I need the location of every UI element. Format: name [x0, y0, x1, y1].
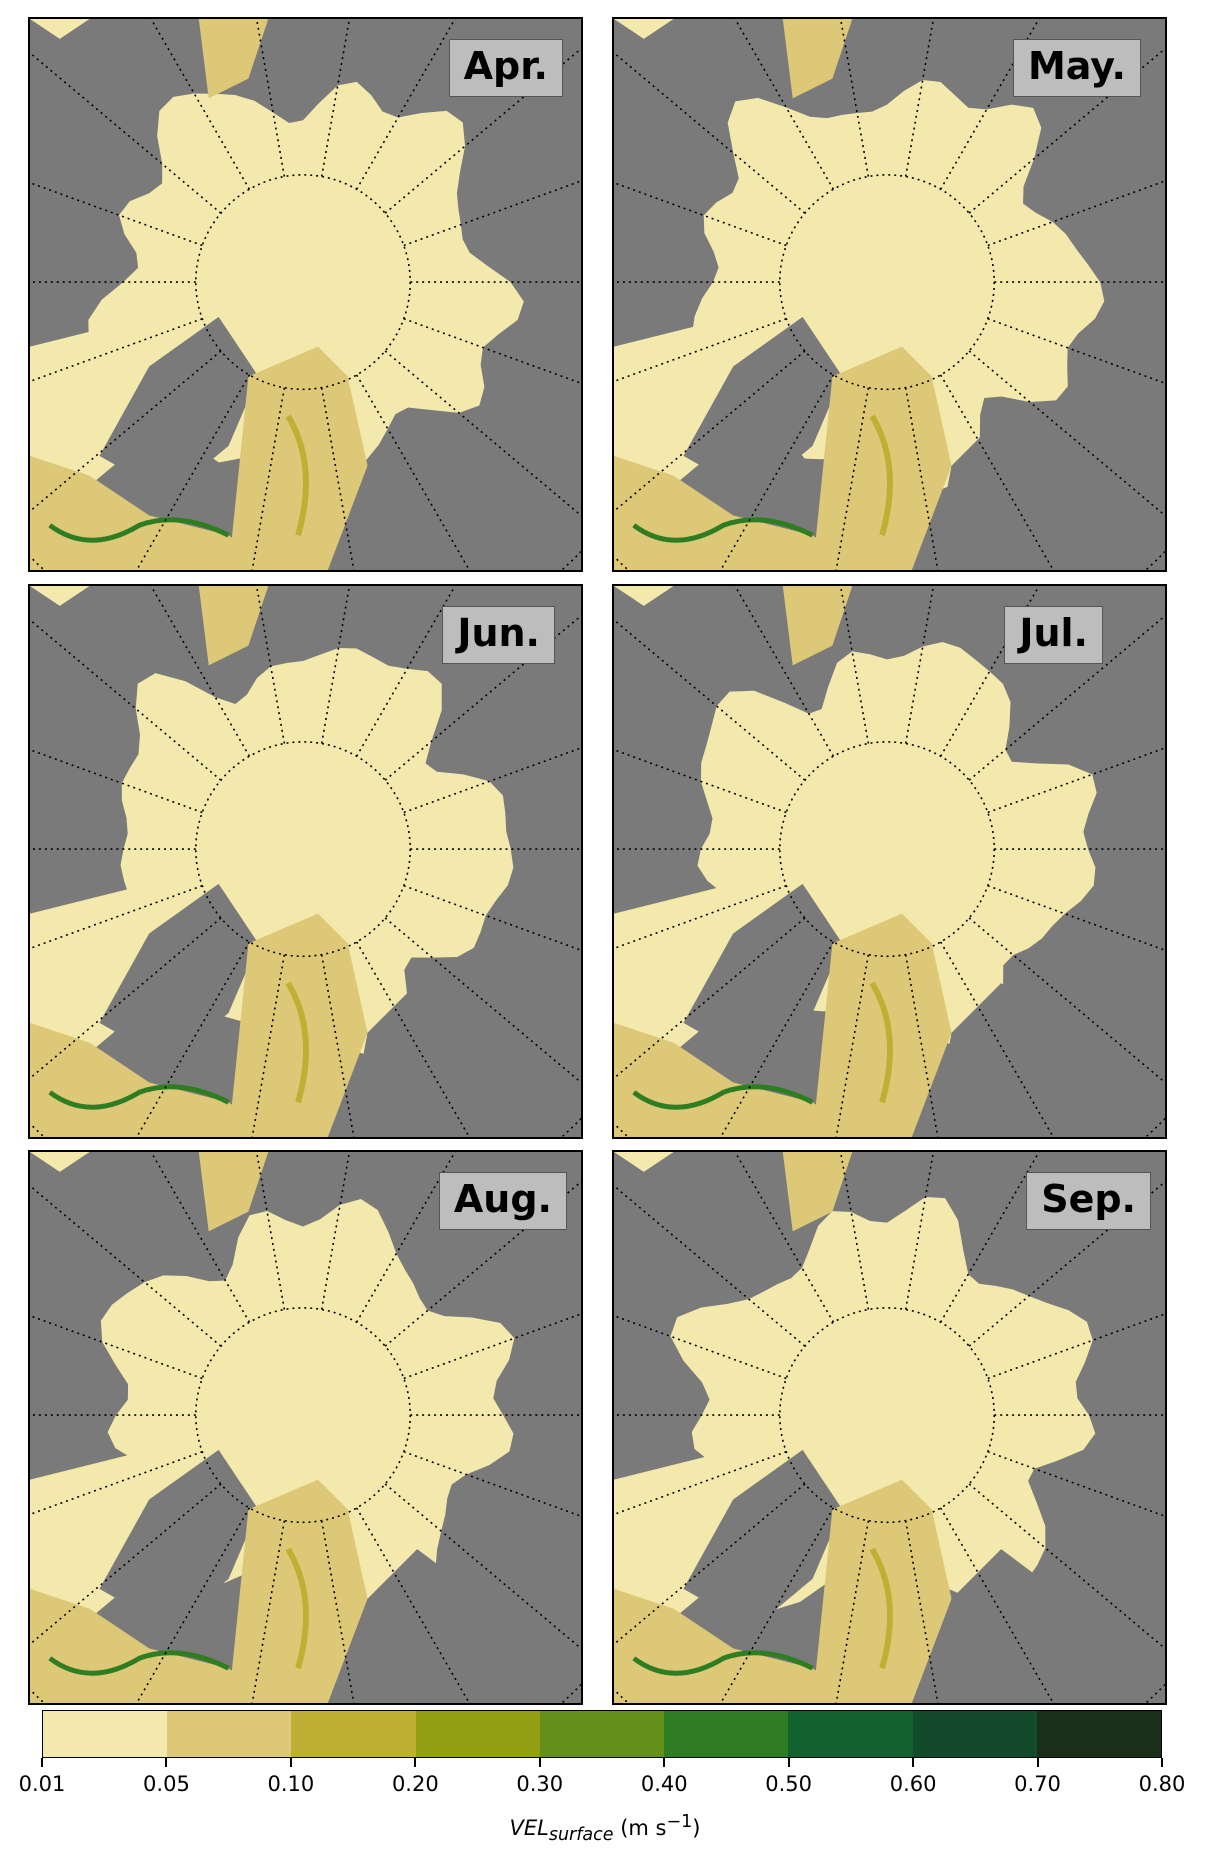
month-label: May.: [1012, 39, 1141, 97]
month-label: Sep.: [1026, 1172, 1151, 1230]
colorbar-tick-label: 0.60: [889, 1772, 937, 1796]
map-panel-aug: Aug.: [28, 1150, 583, 1705]
colorbar-tick-label: 0.30: [516, 1772, 564, 1796]
colorbar-tick: [165, 1758, 168, 1767]
month-label: Jul.: [1004, 606, 1103, 664]
colorbar-tick: [538, 1758, 541, 1767]
colorbar-tick-label: 0.01: [18, 1772, 66, 1796]
colorbar-tick-label: 0.40: [640, 1772, 688, 1796]
colorbar-tick: [1036, 1758, 1039, 1767]
colorbar-tick: [912, 1758, 915, 1767]
colorbar-tick: [787, 1758, 790, 1767]
month-label: Aug.: [438, 1172, 567, 1230]
colorbar-tick-label: 0.05: [143, 1772, 190, 1796]
colorbar-tick: [1161, 1758, 1163, 1767]
map-panel-jul: Jul.: [612, 584, 1167, 1139]
month-label: Jun.: [442, 606, 555, 664]
colorbar-tick: [41, 1758, 43, 1767]
colorbar-segment: [664, 1711, 789, 1757]
colorbar-tick: [663, 1758, 666, 1767]
month-label: Apr.: [448, 39, 563, 97]
colorbar-segment: [1036, 1711, 1161, 1757]
colorbar-segment: [291, 1711, 416, 1757]
colorbar-tick: [289, 1758, 292, 1767]
colorbar-segment: [415, 1711, 540, 1757]
colorbar-title: VELsurface (m s−1): [509, 1812, 701, 1846]
colorbar-tick-label: 0.10: [267, 1772, 315, 1796]
colorbar-tick-label: 0.50: [765, 1772, 813, 1796]
colorbar-segment: [539, 1711, 665, 1757]
map-panel-jun: Jun.: [28, 584, 583, 1139]
colorbar-segment: [43, 1711, 168, 1757]
colorbar: [42, 1710, 1162, 1758]
colorbar-segment: [788, 1711, 913, 1757]
colorbar-tick-label: 0.20: [391, 1772, 439, 1796]
colorbar-segment: [912, 1711, 1037, 1757]
colorbar-segment: [167, 1711, 292, 1757]
map-panel-sep: Sep.: [612, 1150, 1167, 1705]
colorbar-tick-label: 0.80: [1138, 1772, 1186, 1796]
colorbar-tick-label: 0.70: [1014, 1772, 1061, 1796]
map-panel-apr: Apr.: [28, 17, 583, 572]
map-panel-may: May.: [612, 17, 1167, 572]
colorbar-tick: [414, 1758, 417, 1767]
